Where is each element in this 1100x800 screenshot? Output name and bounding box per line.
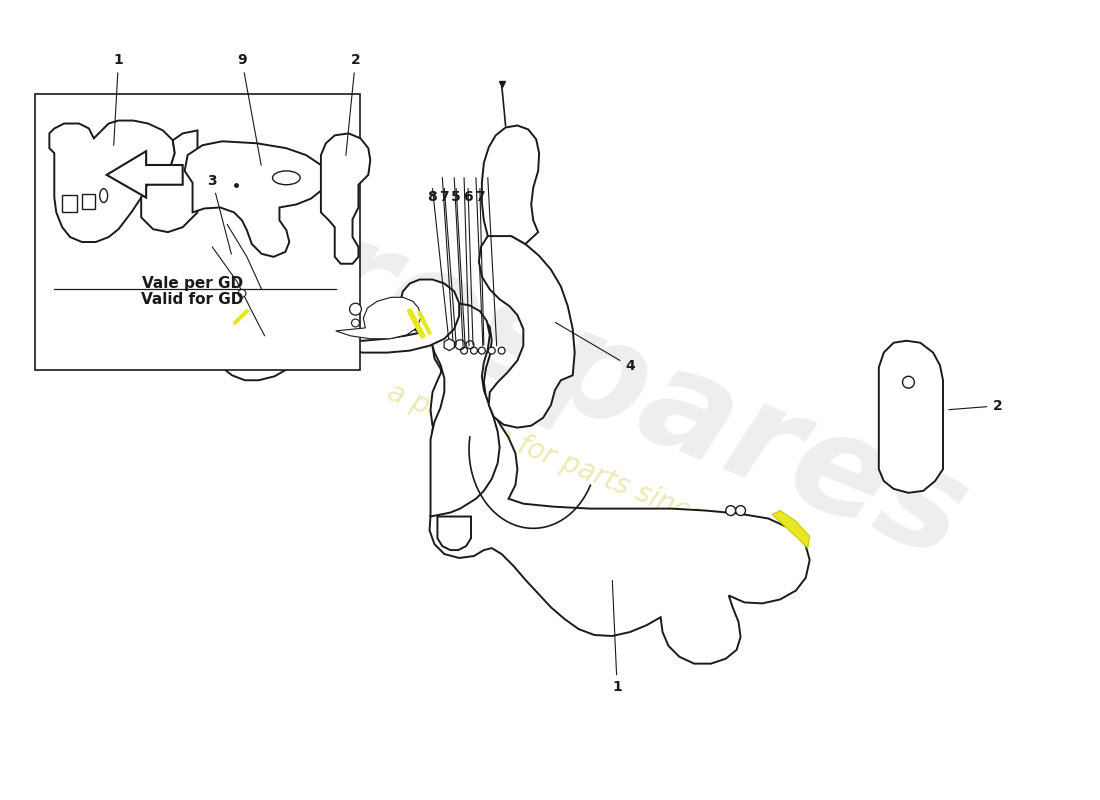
Circle shape — [498, 347, 505, 354]
Circle shape — [471, 347, 477, 354]
Polygon shape — [321, 134, 371, 264]
Text: 9: 9 — [238, 54, 261, 166]
Text: 6: 6 — [463, 190, 473, 203]
Text: 2: 2 — [345, 54, 361, 155]
Polygon shape — [879, 341, 943, 493]
Text: 1: 1 — [613, 581, 621, 694]
Text: 3: 3 — [208, 174, 231, 254]
Text: 8: 8 — [428, 190, 438, 203]
Circle shape — [350, 303, 362, 315]
Text: 7: 7 — [475, 190, 485, 203]
Polygon shape — [438, 517, 471, 550]
Text: 4: 4 — [556, 322, 635, 374]
Ellipse shape — [100, 189, 108, 202]
Polygon shape — [306, 279, 459, 353]
Circle shape — [352, 319, 360, 327]
Bar — [63, 194, 77, 212]
Polygon shape — [432, 318, 486, 511]
Polygon shape — [482, 126, 539, 244]
Polygon shape — [772, 510, 810, 548]
Polygon shape — [141, 130, 198, 232]
Polygon shape — [206, 218, 306, 380]
Text: a passion for parts since 1985: a passion for parts since 1985 — [383, 378, 782, 561]
Circle shape — [238, 290, 246, 298]
Circle shape — [726, 506, 736, 515]
Polygon shape — [430, 303, 499, 517]
Text: Vale per GD: Vale per GD — [142, 276, 243, 291]
Polygon shape — [107, 151, 183, 198]
Polygon shape — [185, 142, 326, 257]
Circle shape — [478, 347, 485, 354]
Text: 2: 2 — [948, 399, 1002, 413]
Bar — [34, 94, 361, 370]
Circle shape — [461, 347, 468, 354]
Polygon shape — [336, 298, 420, 338]
Text: 1: 1 — [113, 54, 123, 146]
Circle shape — [736, 506, 746, 515]
Circle shape — [902, 376, 914, 388]
Text: Valid for GD: Valid for GD — [142, 292, 244, 306]
Text: 7: 7 — [440, 190, 449, 203]
Circle shape — [488, 347, 495, 354]
Text: eurospares: eurospares — [121, 134, 986, 587]
Polygon shape — [429, 311, 810, 664]
Text: 5: 5 — [451, 190, 461, 203]
Polygon shape — [478, 232, 574, 428]
Polygon shape — [50, 121, 175, 242]
Ellipse shape — [273, 171, 300, 185]
Bar — [82, 194, 95, 210]
